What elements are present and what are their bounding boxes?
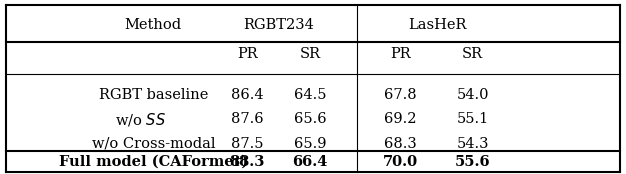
Text: 55.6: 55.6: [455, 155, 490, 169]
Text: 54.3: 54.3: [456, 137, 489, 151]
Text: 69.2: 69.2: [384, 112, 417, 126]
Text: 65.9: 65.9: [294, 137, 326, 151]
Text: PR: PR: [237, 47, 257, 61]
Text: Full model (CAFormer): Full model (CAFormer): [59, 155, 248, 169]
Text: RGBT234: RGBT234: [243, 18, 314, 32]
Text: 54.0: 54.0: [456, 88, 489, 102]
Text: 64.5: 64.5: [294, 88, 326, 102]
Text: RGBT baseline: RGBT baseline: [99, 88, 208, 102]
Text: LasHeR: LasHeR: [408, 18, 466, 32]
Text: 68.3: 68.3: [384, 137, 417, 151]
Text: SR: SR: [299, 47, 321, 61]
Text: 86.4: 86.4: [231, 88, 264, 102]
Text: 67.8: 67.8: [384, 88, 417, 102]
Text: SR: SR: [462, 47, 483, 61]
Text: Method: Method: [125, 18, 182, 32]
Text: 87.6: 87.6: [231, 112, 264, 126]
Text: w/o Cross-modal: w/o Cross-modal: [91, 137, 215, 151]
Text: 66.4: 66.4: [292, 155, 327, 169]
Text: PR: PR: [391, 47, 411, 61]
Text: 55.1: 55.1: [456, 112, 489, 126]
Text: 87.5: 87.5: [231, 137, 264, 151]
Text: 65.6: 65.6: [294, 112, 326, 126]
Text: 70.0: 70.0: [383, 155, 418, 169]
Text: w/o $\boldsymbol{\mathit{SS}}$: w/o $\boldsymbol{\mathit{SS}}$: [115, 111, 167, 128]
Text: 88.3: 88.3: [230, 155, 265, 169]
